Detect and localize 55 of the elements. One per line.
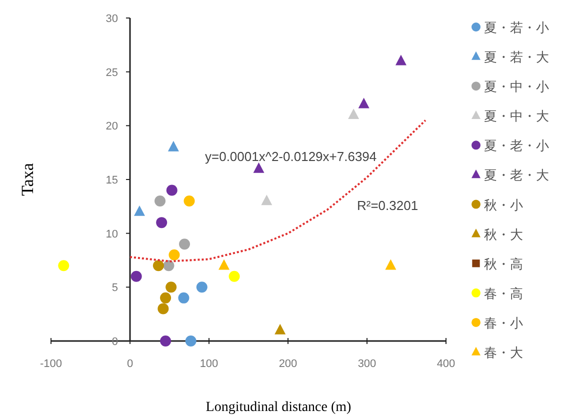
x-tick-label: 100: [200, 358, 218, 370]
point: [58, 260, 70, 272]
point: [228, 270, 240, 282]
legend-label: 春・大: [484, 345, 523, 360]
annotation: R²=0.3201: [357, 198, 418, 213]
legend-label: 夏・若・小: [484, 20, 549, 35]
point: [163, 260, 174, 272]
point: [154, 196, 166, 207]
legend-label: 夏・若・大: [484, 50, 549, 65]
point: [184, 196, 195, 207]
point: [348, 108, 360, 120]
point: [185, 336, 196, 346]
point: [178, 292, 190, 304]
legend-label: 秋・高: [484, 256, 523, 272]
point: [358, 98, 370, 108]
point: [134, 205, 145, 216]
point: [385, 259, 396, 270]
y-axis-title: Taxa: [18, 162, 37, 196]
legend-label: 夏・老・小: [484, 138, 549, 154]
point: [274, 324, 286, 334]
legend-label: 春・高: [484, 286, 523, 301]
point: [179, 238, 190, 250]
point: [395, 54, 406, 66]
y-tick-label: 5: [112, 282, 118, 294]
point: [218, 259, 230, 270]
point: [152, 260, 164, 272]
x-axis-title: Longitudinal distance (m): [206, 400, 352, 415]
annotation: y=0.0001x^2-0.0129x+7.6394: [205, 149, 377, 164]
x-tick-label: 0: [126, 358, 134, 370]
point: [160, 336, 172, 346]
point: [168, 249, 180, 260]
y-tick-label: 30: [106, 13, 118, 25]
point: [166, 184, 178, 196]
point: [130, 270, 142, 282]
legend-label: 夏・中・小: [484, 79, 549, 94]
point: [166, 282, 177, 293]
y-tick-label: 15: [106, 174, 118, 186]
x-tick-label: 400: [436, 358, 456, 370]
legend-label: 秋・大: [484, 226, 523, 242]
x-tick-label: -100: [40, 358, 62, 370]
legend-label: 秋・小: [484, 197, 523, 212]
point: [160, 292, 172, 304]
y-tick-label: 20: [106, 120, 118, 133]
x-tick-label: 200: [278, 358, 298, 370]
legend-label: 夏・中・大: [484, 108, 549, 124]
point: [158, 303, 169, 314]
point: [196, 282, 208, 293]
y-tick-label: 25: [106, 66, 118, 79]
y-tick-label: 10: [106, 228, 118, 240]
point: [261, 194, 272, 206]
x-tick-label: 300: [358, 358, 376, 370]
legend-label: 春・小: [484, 315, 523, 330]
point: [168, 140, 179, 152]
legend-label: 夏・老・大: [484, 168, 549, 183]
point: [156, 217, 168, 228]
